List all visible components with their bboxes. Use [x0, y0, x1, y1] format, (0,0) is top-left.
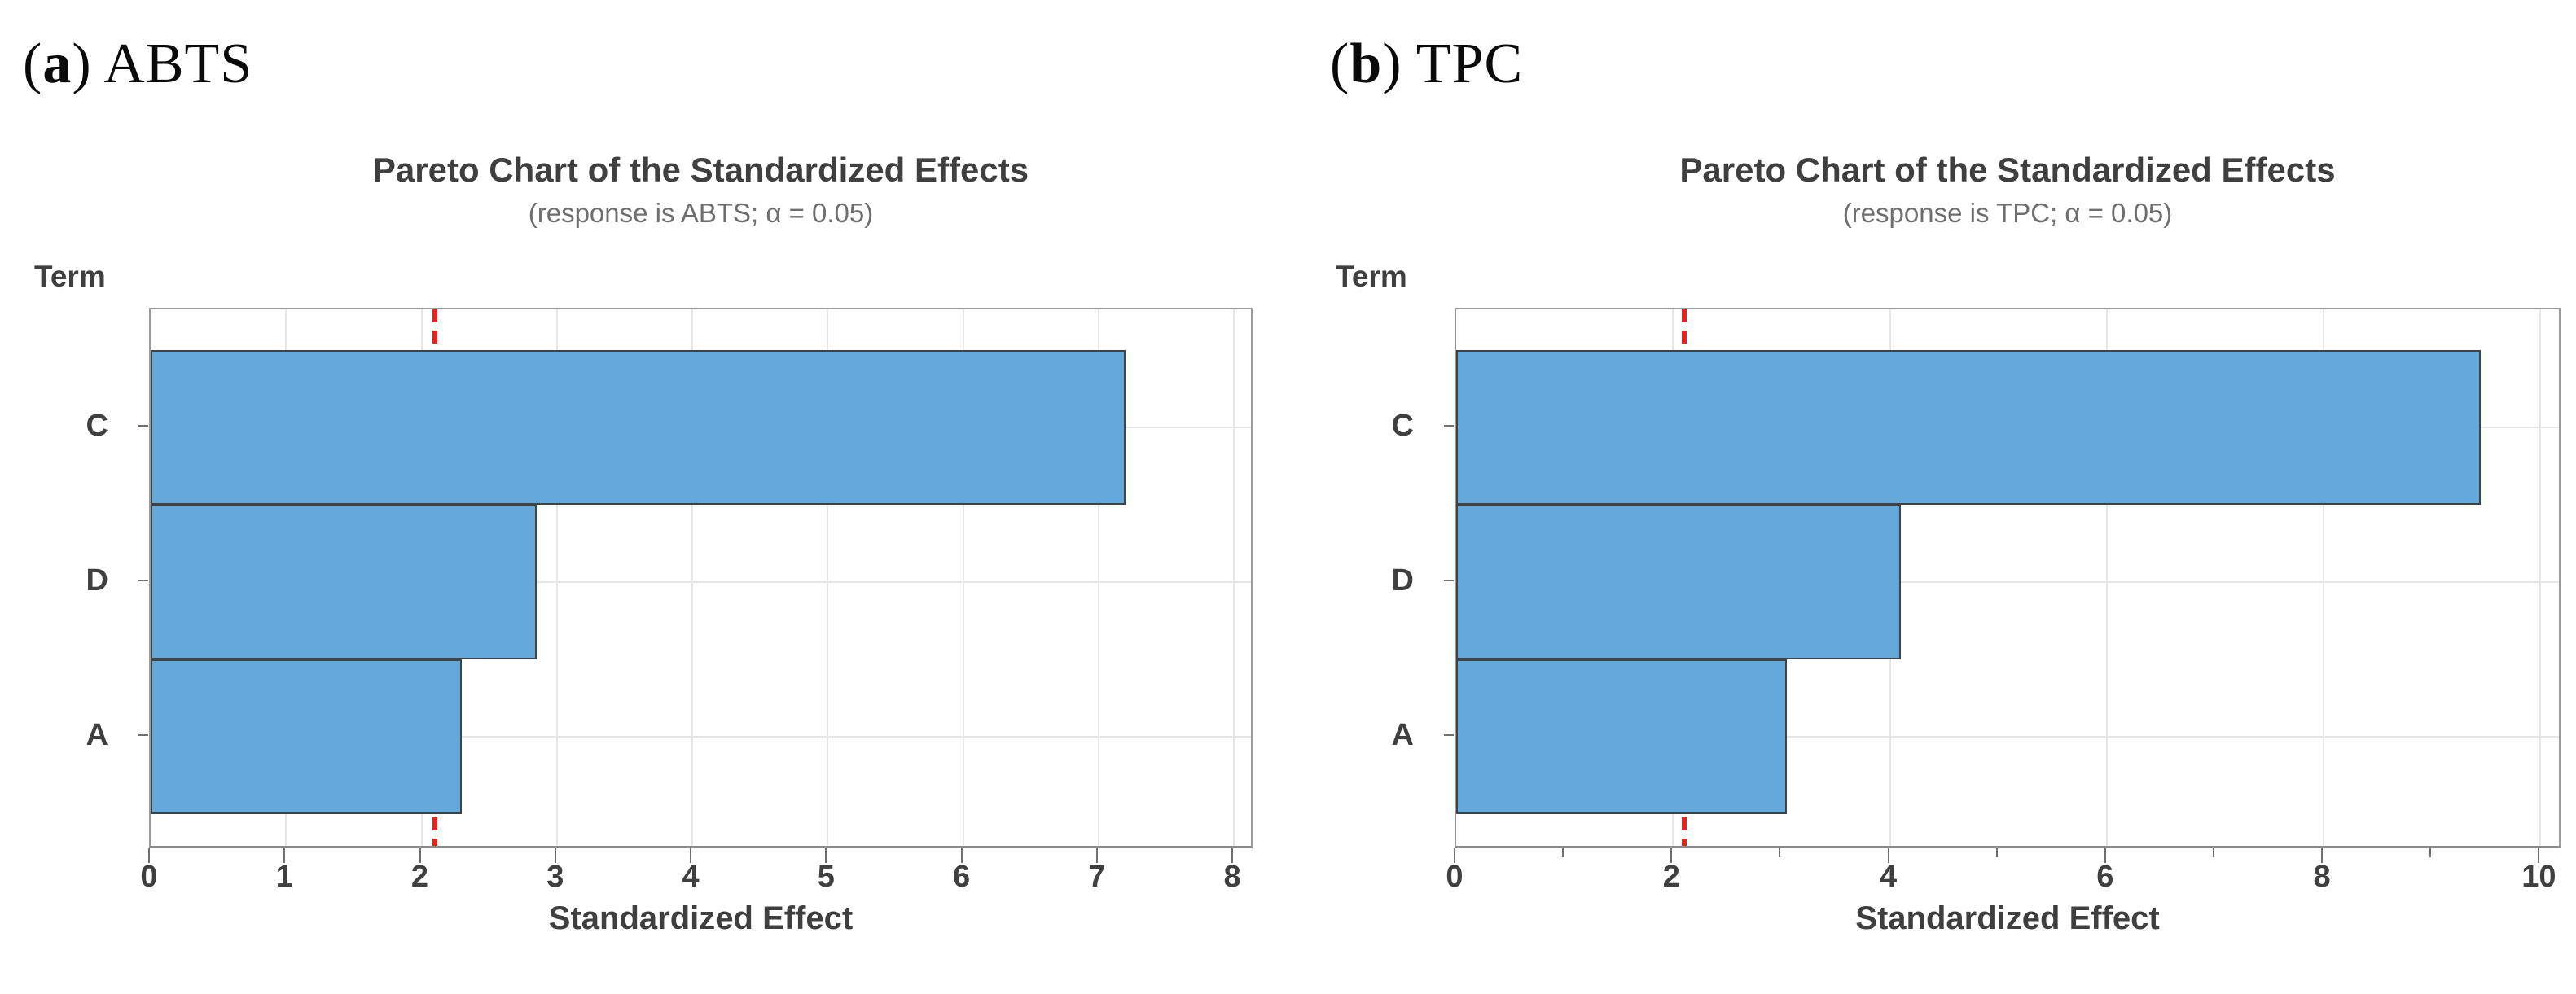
vertical-gridline: [555, 309, 558, 846]
y-axis-tick: [1444, 734, 1454, 736]
bar-term-a: [151, 659, 463, 814]
x-tick-label: 2: [1662, 860, 1680, 894]
x-tick-label: 4: [1879, 860, 1898, 894]
panel-abts: (a) ABTS Pareto Chart of the Standardize…: [23, 36, 1253, 936]
x-axis-title: Standardized Effect: [548, 900, 854, 936]
x-axis-tick: [1670, 848, 1673, 863]
panel-label-open-paren: (: [23, 33, 43, 95]
x-tick-label: 1: [275, 860, 293, 894]
x-axis-tick: [148, 848, 150, 863]
x-axis-tick: [2321, 848, 2324, 863]
chart-subtitle: (response is ABTS; α = 0.05): [528, 198, 874, 228]
x-tick-label: 3: [546, 860, 564, 894]
x-axis-tick: [825, 848, 827, 863]
x-tick-label: 6: [952, 860, 971, 894]
horizontal-gridline: [1456, 581, 2559, 583]
vertical-gridline: [962, 309, 964, 846]
y-axis-tick: [138, 734, 148, 736]
y-axis-tick: [1444, 425, 1454, 427]
vertical-gridline: [691, 309, 694, 846]
horizontal-gridline: [1456, 736, 2559, 738]
bar-term-d: [1456, 505, 1901, 659]
vertical-gridline: [2539, 309, 2542, 846]
x-tick-label: 7: [1088, 860, 1106, 894]
plot-area: [149, 308, 1253, 848]
x-tick-label: 10: [2521, 860, 2556, 894]
x-axis-tick: [1454, 848, 1455, 863]
x-axis-title: Standardized Effect: [1855, 900, 2160, 936]
x-tick-label: 6: [2096, 860, 2114, 894]
panel-label-rest: ) TPC: [1382, 33, 1524, 95]
vertical-gridline: [2105, 309, 2108, 846]
x-axis-tick: [2538, 848, 2540, 863]
bar-term-c: [151, 350, 1126, 505]
x-axis-tick: [419, 848, 421, 863]
x-tick-label: 8: [1223, 860, 1241, 894]
chart-title: Pareto Chart of the Standardized Effects: [372, 151, 1029, 189]
category-label: D: [86, 563, 108, 598]
vertical-gridline: [1233, 309, 1235, 846]
x-axis-minor-tick: [1562, 848, 1564, 857]
x-tick-label: 4: [682, 860, 700, 894]
vertical-gridline: [1097, 309, 1099, 846]
y-axis-title: Term: [1336, 260, 1407, 293]
x-axis-minor-tick: [1779, 848, 1781, 857]
bar-term-c: [1456, 350, 2482, 505]
y-axis-tick: [1444, 580, 1454, 581]
x-axis-tick: [554, 848, 556, 863]
bar-term-d: [151, 505, 537, 659]
vertical-gridline: [827, 309, 829, 846]
x-axis-tick: [1095, 848, 1098, 863]
x-tick-label: 0: [1446, 860, 1464, 894]
chart-subtitle: (response is TPC; α = 0.05): [1842, 198, 2173, 228]
x-tick-label: 2: [410, 860, 429, 894]
category-label: D: [1391, 563, 1414, 598]
x-axis-tick: [690, 848, 692, 863]
x-axis-tick: [1887, 848, 1889, 863]
plot-area: [1455, 308, 2561, 848]
bar-term-a: [1456, 659, 1788, 814]
panel-label-rest: ) ABTS: [72, 33, 253, 95]
x-axis-tick: [960, 848, 963, 863]
y-axis-title: Term: [34, 260, 106, 293]
panel-label-a: (a) ABTS: [23, 36, 252, 93]
category-label: A: [86, 718, 108, 752]
vertical-gridline: [2323, 309, 2325, 846]
x-axis-tick: [2104, 848, 2106, 863]
y-axis-tick: [138, 425, 148, 427]
x-axis-minor-tick: [2429, 848, 2432, 857]
horizontal-gridline: [151, 736, 1251, 738]
chart-title: Pareto Chart of the Standardized Effects: [1679, 151, 2336, 189]
y-axis-tick: [138, 580, 148, 581]
panel-tpc: (b) TPC Pareto Chart of the Standardized…: [1288, 0, 2576, 994]
x-axis-tick: [1231, 848, 1234, 863]
x-tick-label: 0: [140, 860, 158, 894]
panel-label-open-paren: (: [1330, 33, 1350, 95]
category-label: C: [86, 409, 108, 443]
panel-label-letter: a: [42, 33, 72, 95]
x-tick-label: 5: [817, 860, 835, 894]
x-axis-tick: [283, 848, 286, 863]
x-tick-label: 8: [2313, 860, 2331, 894]
x-axis-minor-tick: [1995, 848, 1998, 857]
panel-label-letter: b: [1349, 33, 1383, 95]
horizontal-gridline: [151, 581, 1251, 583]
category-label: A: [1391, 718, 1414, 752]
panel-label-b: (b) TPC: [1330, 36, 1523, 93]
x-axis-minor-tick: [2212, 848, 2214, 857]
category-label: C: [1391, 409, 1414, 443]
